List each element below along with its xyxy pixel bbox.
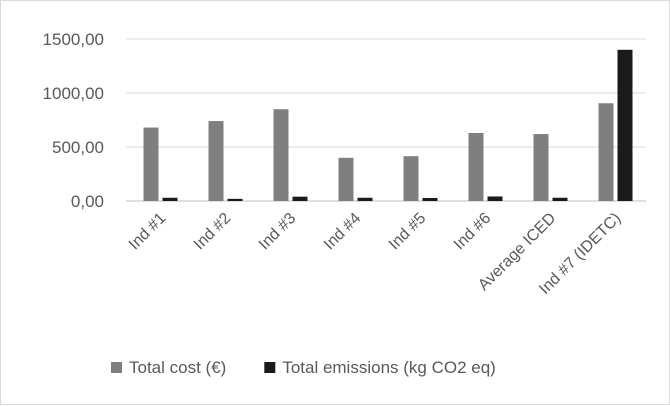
x-tick-label: Ind #1 [126, 210, 170, 254]
x-tick-label: Ind #3 [256, 210, 300, 254]
bar-total-cost [403, 156, 419, 201]
bar-total-emissions [617, 49, 633, 201]
x-tick-label: Ind #4 [321, 210, 365, 254]
x-tick-label: Ind #5 [386, 210, 430, 254]
bar-total-cost [273, 109, 289, 201]
bar-total-cost [208, 121, 224, 201]
legend-swatch-total-cost [111, 362, 122, 373]
bars [143, 49, 633, 201]
y-tick-label: 1000,00 [43, 84, 104, 103]
bar-total-cost [338, 157, 354, 201]
legend: Total cost (€) Total emissions (kg CO2 eq… [111, 358, 496, 377]
x-axis-ticks: Ind #1 Ind #2 Ind #3 Ind #4 Ind #5 Ind #6Aver… [126, 210, 624, 298]
y-axis-ticks: 0,00 500,00 1000,00 1500,00 [43, 30, 104, 211]
legend-swatch-total-emissions [264, 362, 276, 373]
legend-label-total-emissions: Total emissions (kg CO2 eq) [282, 358, 496, 377]
bar-total-emissions [422, 197, 438, 201]
bar-total-emissions [357, 197, 373, 201]
x-tick-label: Ind #6 [451, 210, 495, 254]
bar-total-emissions [487, 196, 503, 201]
legend-label-total-cost: Total cost (€) [129, 358, 226, 377]
bar-total-emissions [162, 197, 178, 201]
y-tick-label: 1500,00 [43, 30, 104, 49]
y-tick-label: 0,00 [71, 192, 104, 211]
bar-total-cost [598, 103, 614, 201]
bar-total-emissions [552, 197, 568, 201]
bar-total-cost [143, 127, 159, 201]
bar-total-cost [533, 134, 549, 201]
gridlines [126, 38, 646, 202]
bar-total-emissions [292, 196, 308, 201]
bar-total-cost [468, 132, 484, 201]
x-tick-label: Ind #2 [191, 210, 235, 254]
y-tick-label: 500,00 [52, 138, 104, 157]
bar-total-emissions [227, 198, 243, 201]
